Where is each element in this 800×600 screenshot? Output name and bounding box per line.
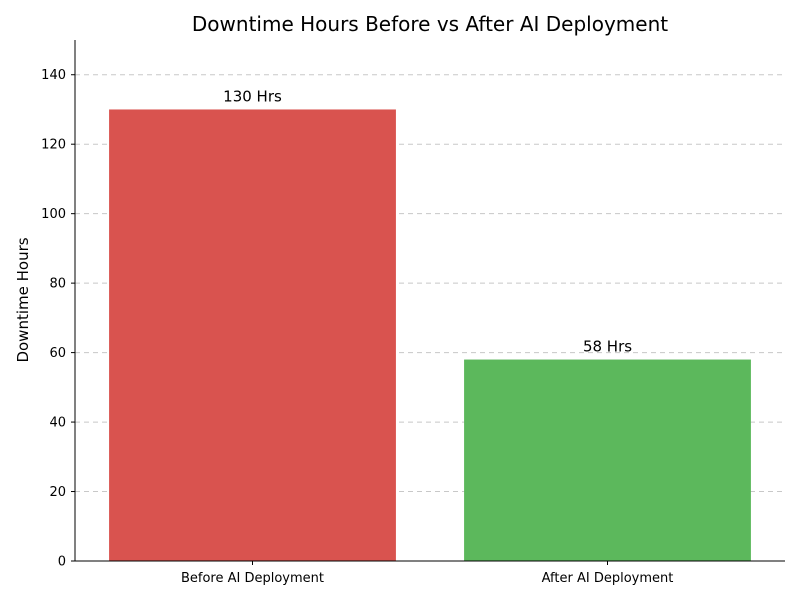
y-tick-label: 60 (49, 346, 66, 361)
bar-value-label: 58 Hrs (583, 338, 632, 356)
chart-title: Downtime Hours Before vs After AI Deploy… (192, 12, 668, 36)
y-tick-label: 20 (49, 485, 66, 500)
y-tick-label: 140 (41, 68, 66, 83)
bar-before (109, 109, 396, 561)
x-tick-label: After AI Deployment (542, 571, 674, 586)
x-tick-label: Before AI Deployment (181, 571, 324, 586)
bars (109, 109, 751, 561)
y-tick-label: 40 (49, 416, 66, 431)
y-axis-label: Downtime Hours (14, 237, 32, 362)
y-tick-label: 0 (58, 555, 66, 570)
axes (71, 40, 785, 565)
y-tick-label: 120 (41, 138, 66, 153)
labels: 0 20 40 60 80 100 120 140 130 Hrs Before AI Deplo… (41, 68, 673, 586)
y-tick-label: 80 (49, 277, 66, 292)
y-tick-label: 100 (41, 207, 66, 222)
bar-after (464, 359, 751, 561)
bar-value-label: 130 Hrs (223, 87, 282, 105)
